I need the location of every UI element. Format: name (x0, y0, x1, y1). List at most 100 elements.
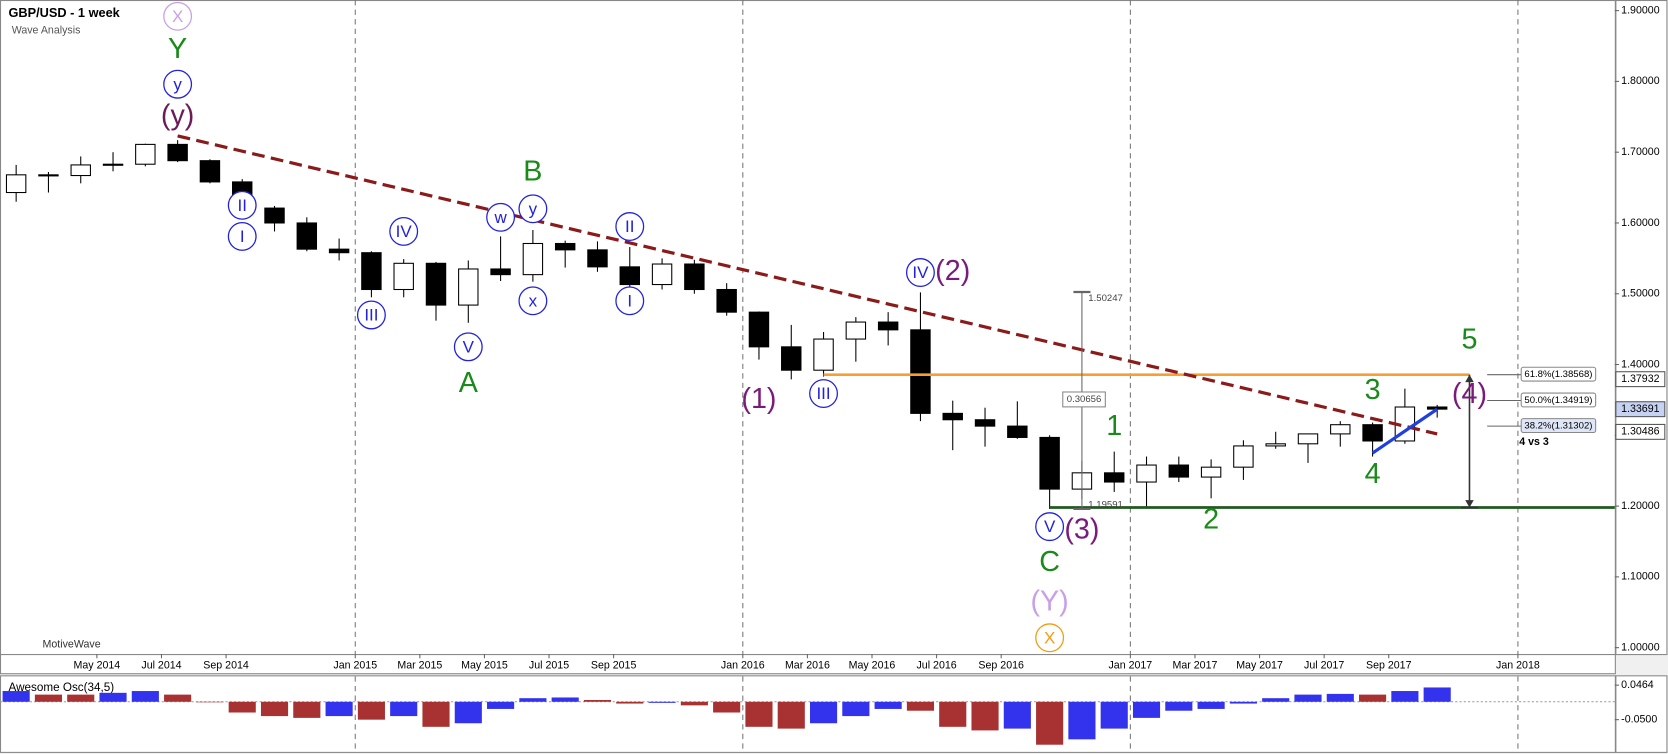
oscillator-bar (1262, 698, 1290, 702)
fib-box (1520, 418, 1597, 434)
candle-body (1007, 425, 1028, 438)
wave-label: 2 (1203, 504, 1219, 536)
chart-title: GBP/USD - 1 week (9, 5, 121, 20)
wave-label: II (237, 196, 246, 215)
oscillator-bar (648, 701, 676, 703)
fib-box (1520, 392, 1597, 408)
oscillator-panel (0, 675, 1616, 753)
candle-body (1168, 464, 1190, 478)
y-tick-label: 1.90000 (1621, 4, 1660, 16)
watermark: MotiveWave (43, 638, 101, 650)
wave-circle (163, 1, 193, 31)
wave-label: (1) (741, 383, 776, 415)
wave-label: III (364, 306, 378, 325)
wave-label: IV (396, 222, 413, 241)
measure-box (1062, 391, 1106, 408)
candle-body (167, 143, 188, 162)
wave-label: 5 (1461, 324, 1477, 356)
oscillator-bar (164, 694, 192, 702)
wave-label: y (173, 75, 182, 94)
candle-body (587, 249, 608, 268)
candle-body (490, 268, 511, 276)
oscillator-bar (1003, 701, 1031, 729)
candle-body (554, 242, 576, 251)
x-tick-label: Jan 2017 (1108, 660, 1152, 672)
candle-body (716, 288, 737, 313)
wave-label: V (463, 337, 475, 356)
oscillator-bar (1100, 701, 1128, 729)
trend-line (1371, 407, 1439, 455)
wave-label: (2) (935, 255, 970, 287)
oscillator-bar (1165, 701, 1193, 711)
wave-label: x (529, 291, 538, 310)
price-axis (1615, 0, 1668, 656)
oscillator-bar (1359, 694, 1387, 702)
x-tick-label: Jul 2014 (141, 660, 181, 672)
x-tick-label: Jul 2015 (529, 660, 569, 672)
oscillator-bar (2, 691, 30, 702)
oscillator-bar (422, 701, 450, 727)
wave-label: I (627, 291, 632, 310)
measure-label: 1.19591 (1088, 499, 1123, 510)
candle-body (361, 252, 382, 291)
x-tick-label: Mar 2016 (785, 660, 830, 672)
x-tick-label: May 2015 (461, 660, 508, 672)
oscillator-bar (1326, 693, 1354, 702)
wave-label: (4) (1452, 378, 1487, 410)
candle-body (942, 412, 963, 421)
oscillator-bar (293, 701, 321, 718)
oscillator-bar (34, 694, 63, 702)
wave-label: X (172, 7, 183, 26)
oscillator-bar (67, 694, 95, 702)
candle-body (1265, 443, 1286, 447)
candle-body (1103, 472, 1125, 483)
wave-label: (3) (1064, 513, 1099, 545)
oscillator-bar (777, 701, 805, 729)
oscillator-bar (583, 699, 612, 702)
oscillator-bar (1391, 691, 1419, 702)
x-tick-label: Sep 2014 (203, 660, 249, 672)
trend-line (177, 134, 1438, 436)
oscillator-bar (487, 701, 515, 709)
candle-body (425, 262, 447, 306)
candle-body (1200, 466, 1222, 478)
wave-label: V (1044, 517, 1056, 536)
candle-body (619, 266, 640, 286)
price-label-box (1615, 371, 1666, 388)
candle-body (1136, 464, 1157, 483)
oscillator-bar (454, 701, 482, 724)
wave-circle (1035, 512, 1065, 542)
wave-circle (615, 212, 645, 241)
y-tick-label: 1.80000 (1621, 75, 1660, 87)
oscillator-bar (196, 701, 224, 703)
oscillator-bar (1294, 694, 1322, 702)
oscillator-bar (874, 701, 902, 709)
wave-label: (Y) (1030, 586, 1068, 618)
y-tick-label: 1.70000 (1621, 146, 1660, 158)
x-tick-label: Mar 2017 (1173, 660, 1218, 672)
oscillator-bar (809, 701, 838, 724)
wave-circle (453, 332, 483, 362)
wave-circle (486, 202, 516, 232)
wave-label: IV (912, 263, 929, 282)
candle-body (974, 419, 996, 427)
wave-label: II (625, 217, 634, 236)
wave-circle (163, 69, 193, 99)
x-tick-label: Jul 2017 (1304, 660, 1344, 672)
candle-body (651, 263, 673, 286)
wave-circle (518, 286, 548, 316)
wave-label: B (523, 155, 542, 187)
candle-body (1233, 445, 1254, 468)
candle-body (781, 346, 802, 371)
x-tick-label: Jul 2016 (917, 660, 957, 672)
wave-label: X (1044, 628, 1055, 647)
wave-label: w (493, 208, 507, 227)
oscillator-bar (745, 701, 773, 727)
oscillator-bar (260, 701, 289, 717)
oscillator-bar (1197, 701, 1225, 709)
price-label: 1.30486 (1621, 426, 1660, 438)
y-tick-label: -0.0500 (1621, 713, 1657, 725)
y-tick-label: 1.00000 (1621, 641, 1660, 653)
price-panel (0, 0, 1616, 656)
candle-body (813, 338, 834, 371)
